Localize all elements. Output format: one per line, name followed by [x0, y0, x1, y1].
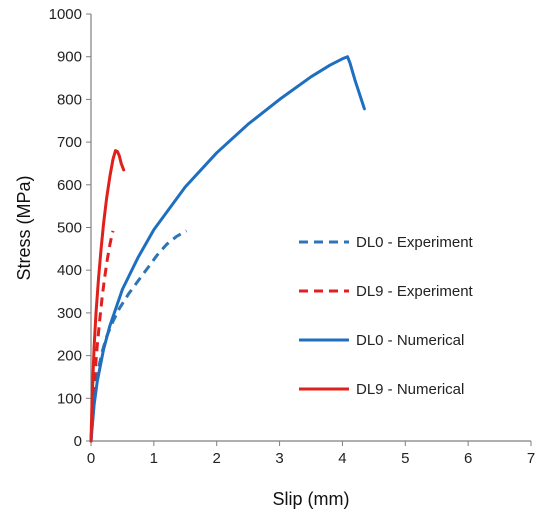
y-tick-label: 700: [57, 134, 82, 151]
y-tick-label: 100: [57, 390, 82, 407]
x-axis-title: Slip (mm): [273, 489, 350, 509]
y-tick-label: 600: [57, 177, 82, 194]
legend-label-dl9-experiment: DL9 - Experiment: [356, 283, 474, 300]
y-tick-label: 400: [57, 262, 82, 279]
y-tick-label: 200: [57, 348, 82, 365]
y-tick-label: 1000: [49, 6, 82, 23]
y-tick-label: 300: [57, 305, 82, 322]
x-tick-label: 1: [150, 450, 158, 467]
y-tick-label: 0: [74, 433, 82, 450]
y-tick-label: 800: [57, 91, 82, 108]
series-line-dl9-experiment: [89, 230, 115, 442]
series-line-dl0-experiment: [89, 229, 188, 442]
y-axis-title: Stress (MPa): [14, 175, 34, 280]
series-line-dl9-numerical: [89, 149, 126, 443]
x-tick-label: 4: [338, 450, 346, 467]
axes-layer: 0 100 200 300 400 500 600 700 800 900 1000 0 1 2 3 4 5 6 7: [49, 6, 536, 467]
x-tick-label: 7: [527, 450, 535, 467]
x-tick-label: 2: [213, 450, 221, 467]
legend-label-dl0-experiment: DL0 - Experiment: [356, 234, 474, 251]
y-tick-label: 500: [57, 220, 82, 237]
legend-label-dl0-numerical: DL0 - Numerical: [356, 332, 464, 349]
x-tick-label: 5: [401, 450, 409, 467]
series-line-dl0-numerical: [89, 55, 366, 443]
y-tick-label: 900: [57, 49, 82, 66]
legend-label-dl9-numerical: DL9 - Numerical: [356, 381, 464, 398]
legend: DL0 - Experiment DL9 - Experiment DL0 - Nu…: [299, 234, 474, 398]
x-tick-label: 6: [464, 450, 472, 467]
x-tick-label: 3: [275, 450, 283, 467]
x-tick-label: 0: [87, 450, 95, 467]
series-layer: [89, 55, 366, 443]
